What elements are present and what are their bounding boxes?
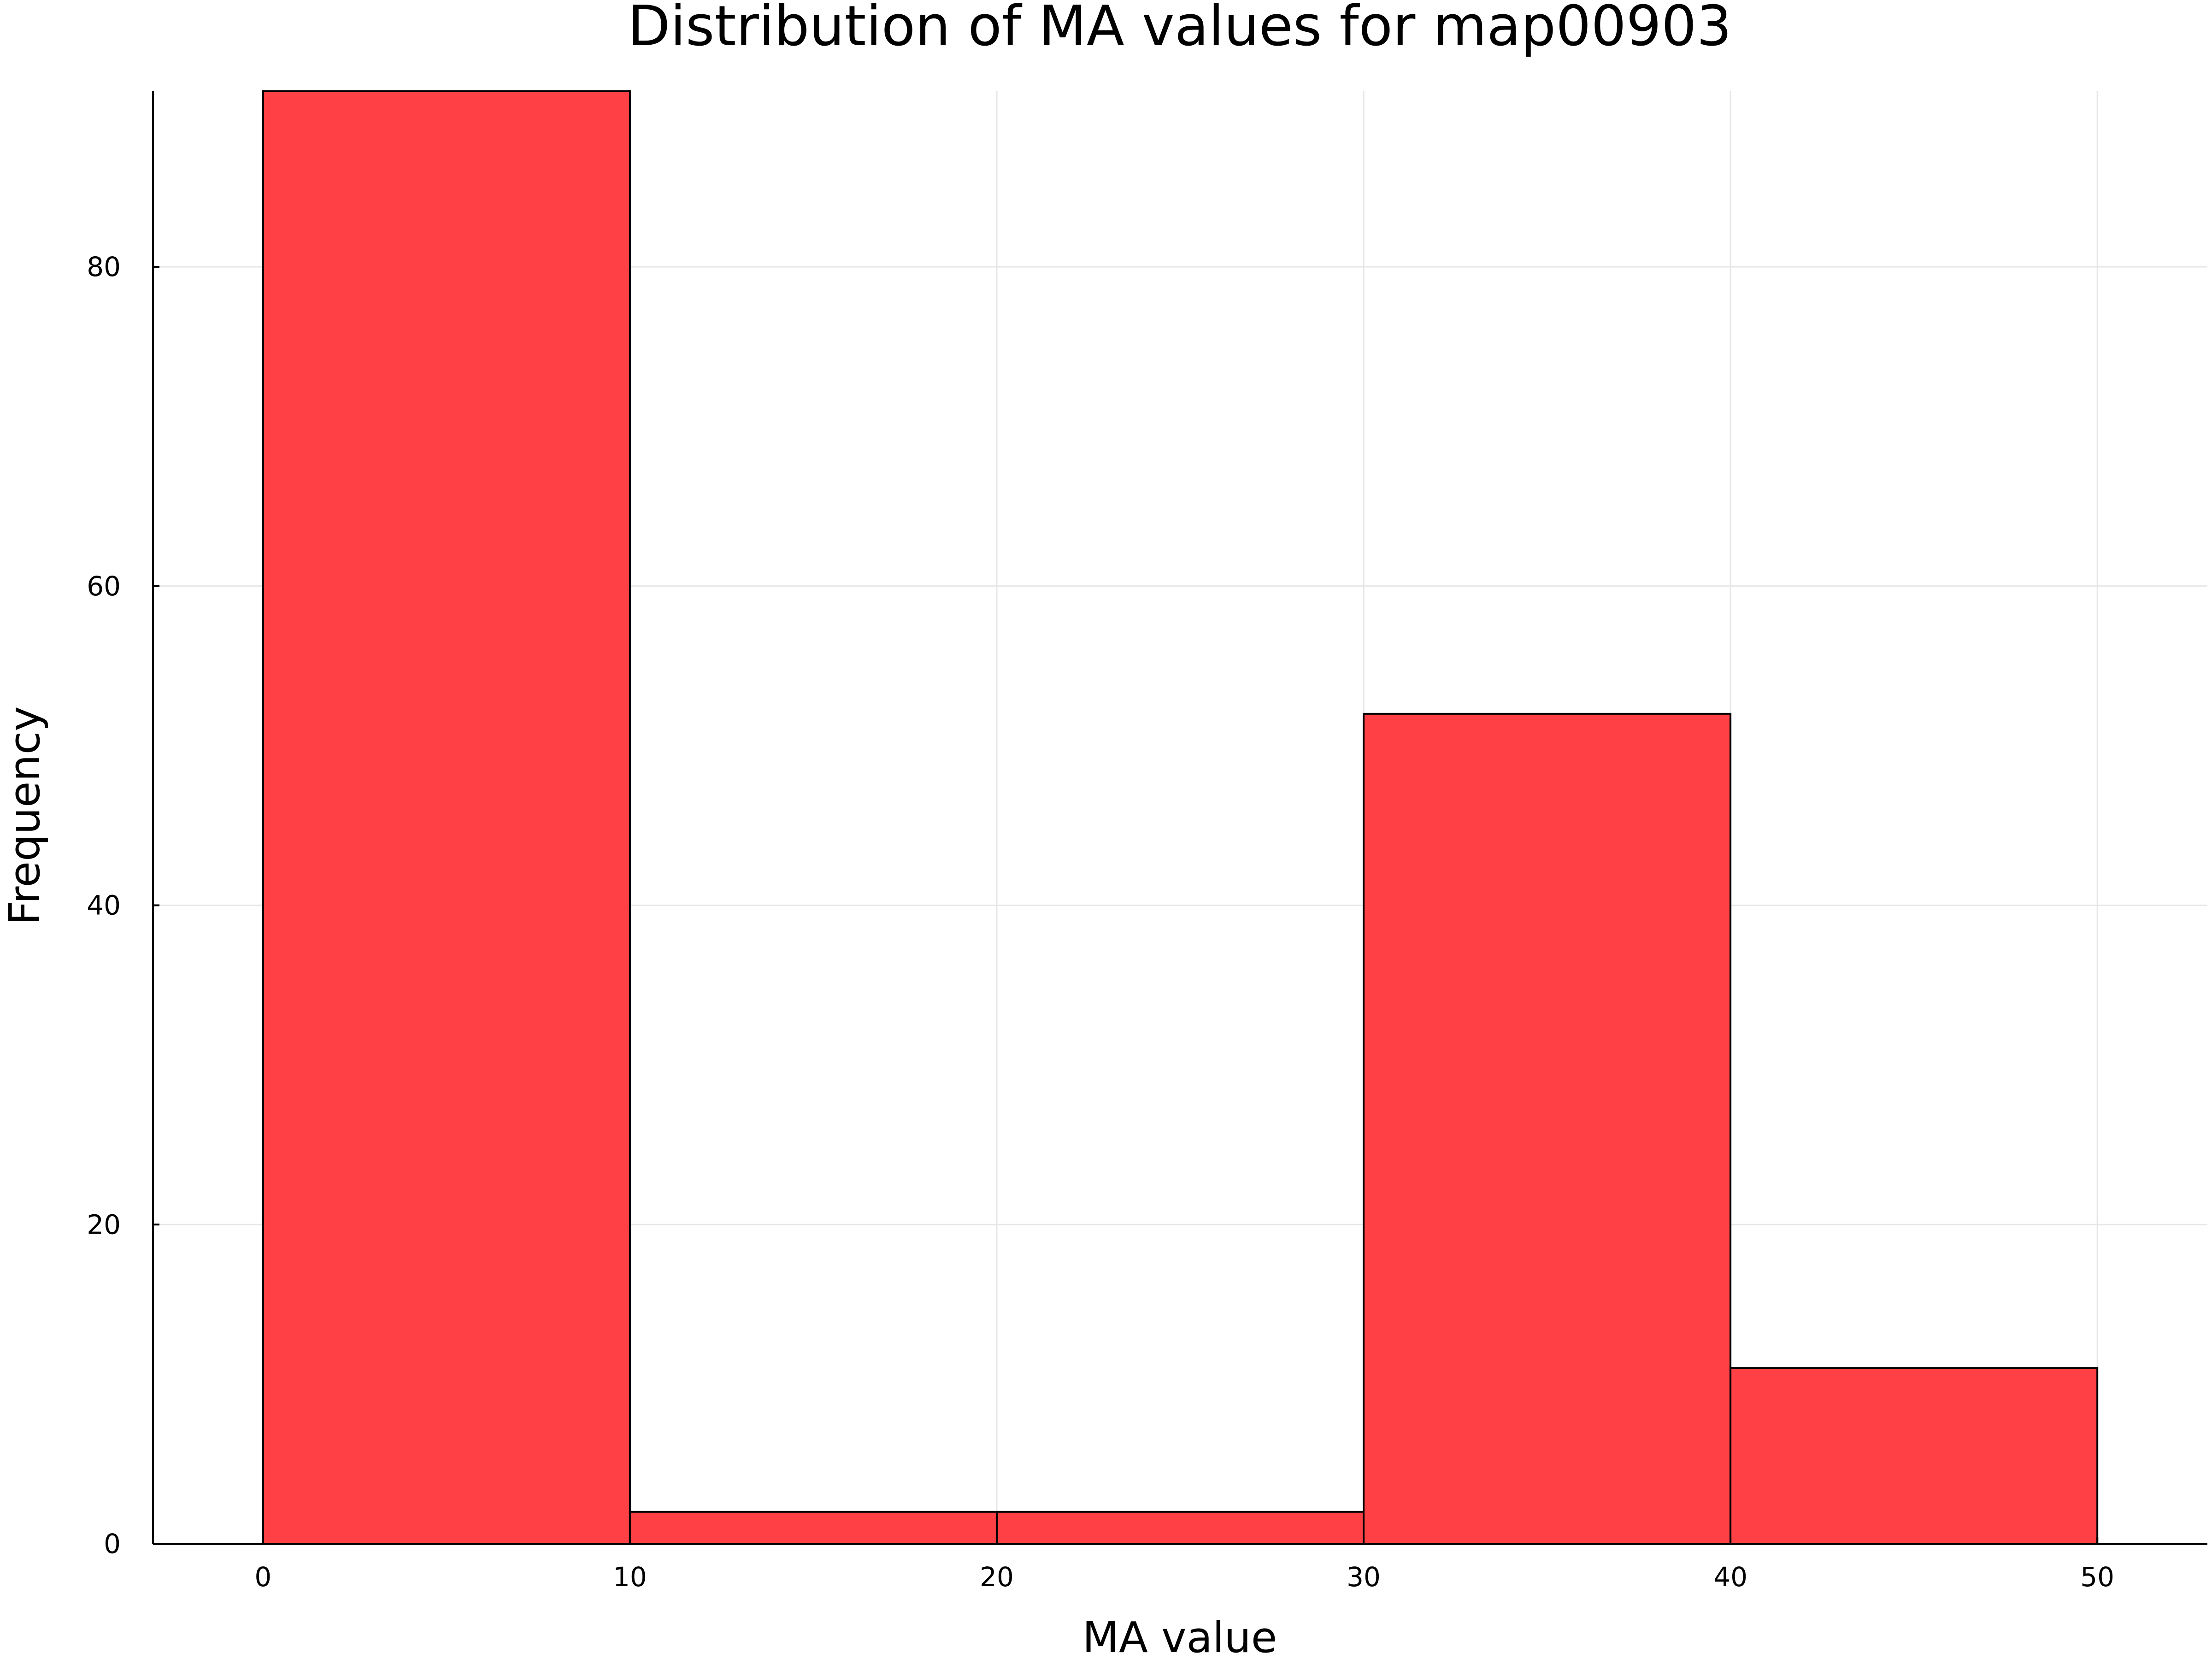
x-tick-label-4: 40 <box>1713 1561 1747 1593</box>
x-tick-label-1: 10 <box>613 1561 647 1593</box>
histogram-bar-4 <box>1730 1367 2099 1545</box>
chart-title: Distribution of MA values for map00903 <box>628 0 1732 59</box>
x-tick-label-2: 20 <box>980 1561 1014 1593</box>
bars-layer <box>262 90 2099 1545</box>
y-axis-title: Frequency <box>0 706 49 925</box>
y-tick-label-2: 40 <box>87 890 121 921</box>
x-tick-label-3: 30 <box>1347 1561 1381 1593</box>
x-tick-label-0: 0 <box>254 1561 271 1593</box>
ticks-layer: 0 10 20 30 40 50 0 20 40 60 80 <box>87 251 2114 1593</box>
y-tick-label-3: 60 <box>87 571 121 602</box>
x-axis-title: MA value <box>1082 1613 1277 1659</box>
histogram-bar-0 <box>262 90 631 1545</box>
y-tick-label-4: 80 <box>87 251 121 282</box>
histogram-bar-1 <box>629 1511 998 1545</box>
y-tick-label-1: 20 <box>87 1209 121 1240</box>
x-tick-label-5: 50 <box>2080 1561 2114 1593</box>
axes-layer <box>152 91 2207 1545</box>
histogram-bar-2 <box>995 1511 1365 1545</box>
histogram-bar-3 <box>1363 712 1732 1545</box>
y-tick-label-0: 0 <box>104 1528 121 1559</box>
